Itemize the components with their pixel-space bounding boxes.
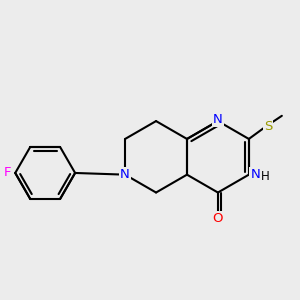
Text: S: S: [264, 119, 272, 133]
Text: O: O: [213, 212, 223, 225]
Text: H: H: [261, 170, 269, 183]
Text: N: N: [213, 113, 223, 126]
Text: N: N: [250, 168, 260, 181]
Text: F: F: [3, 167, 11, 179]
Text: N: N: [120, 168, 130, 181]
